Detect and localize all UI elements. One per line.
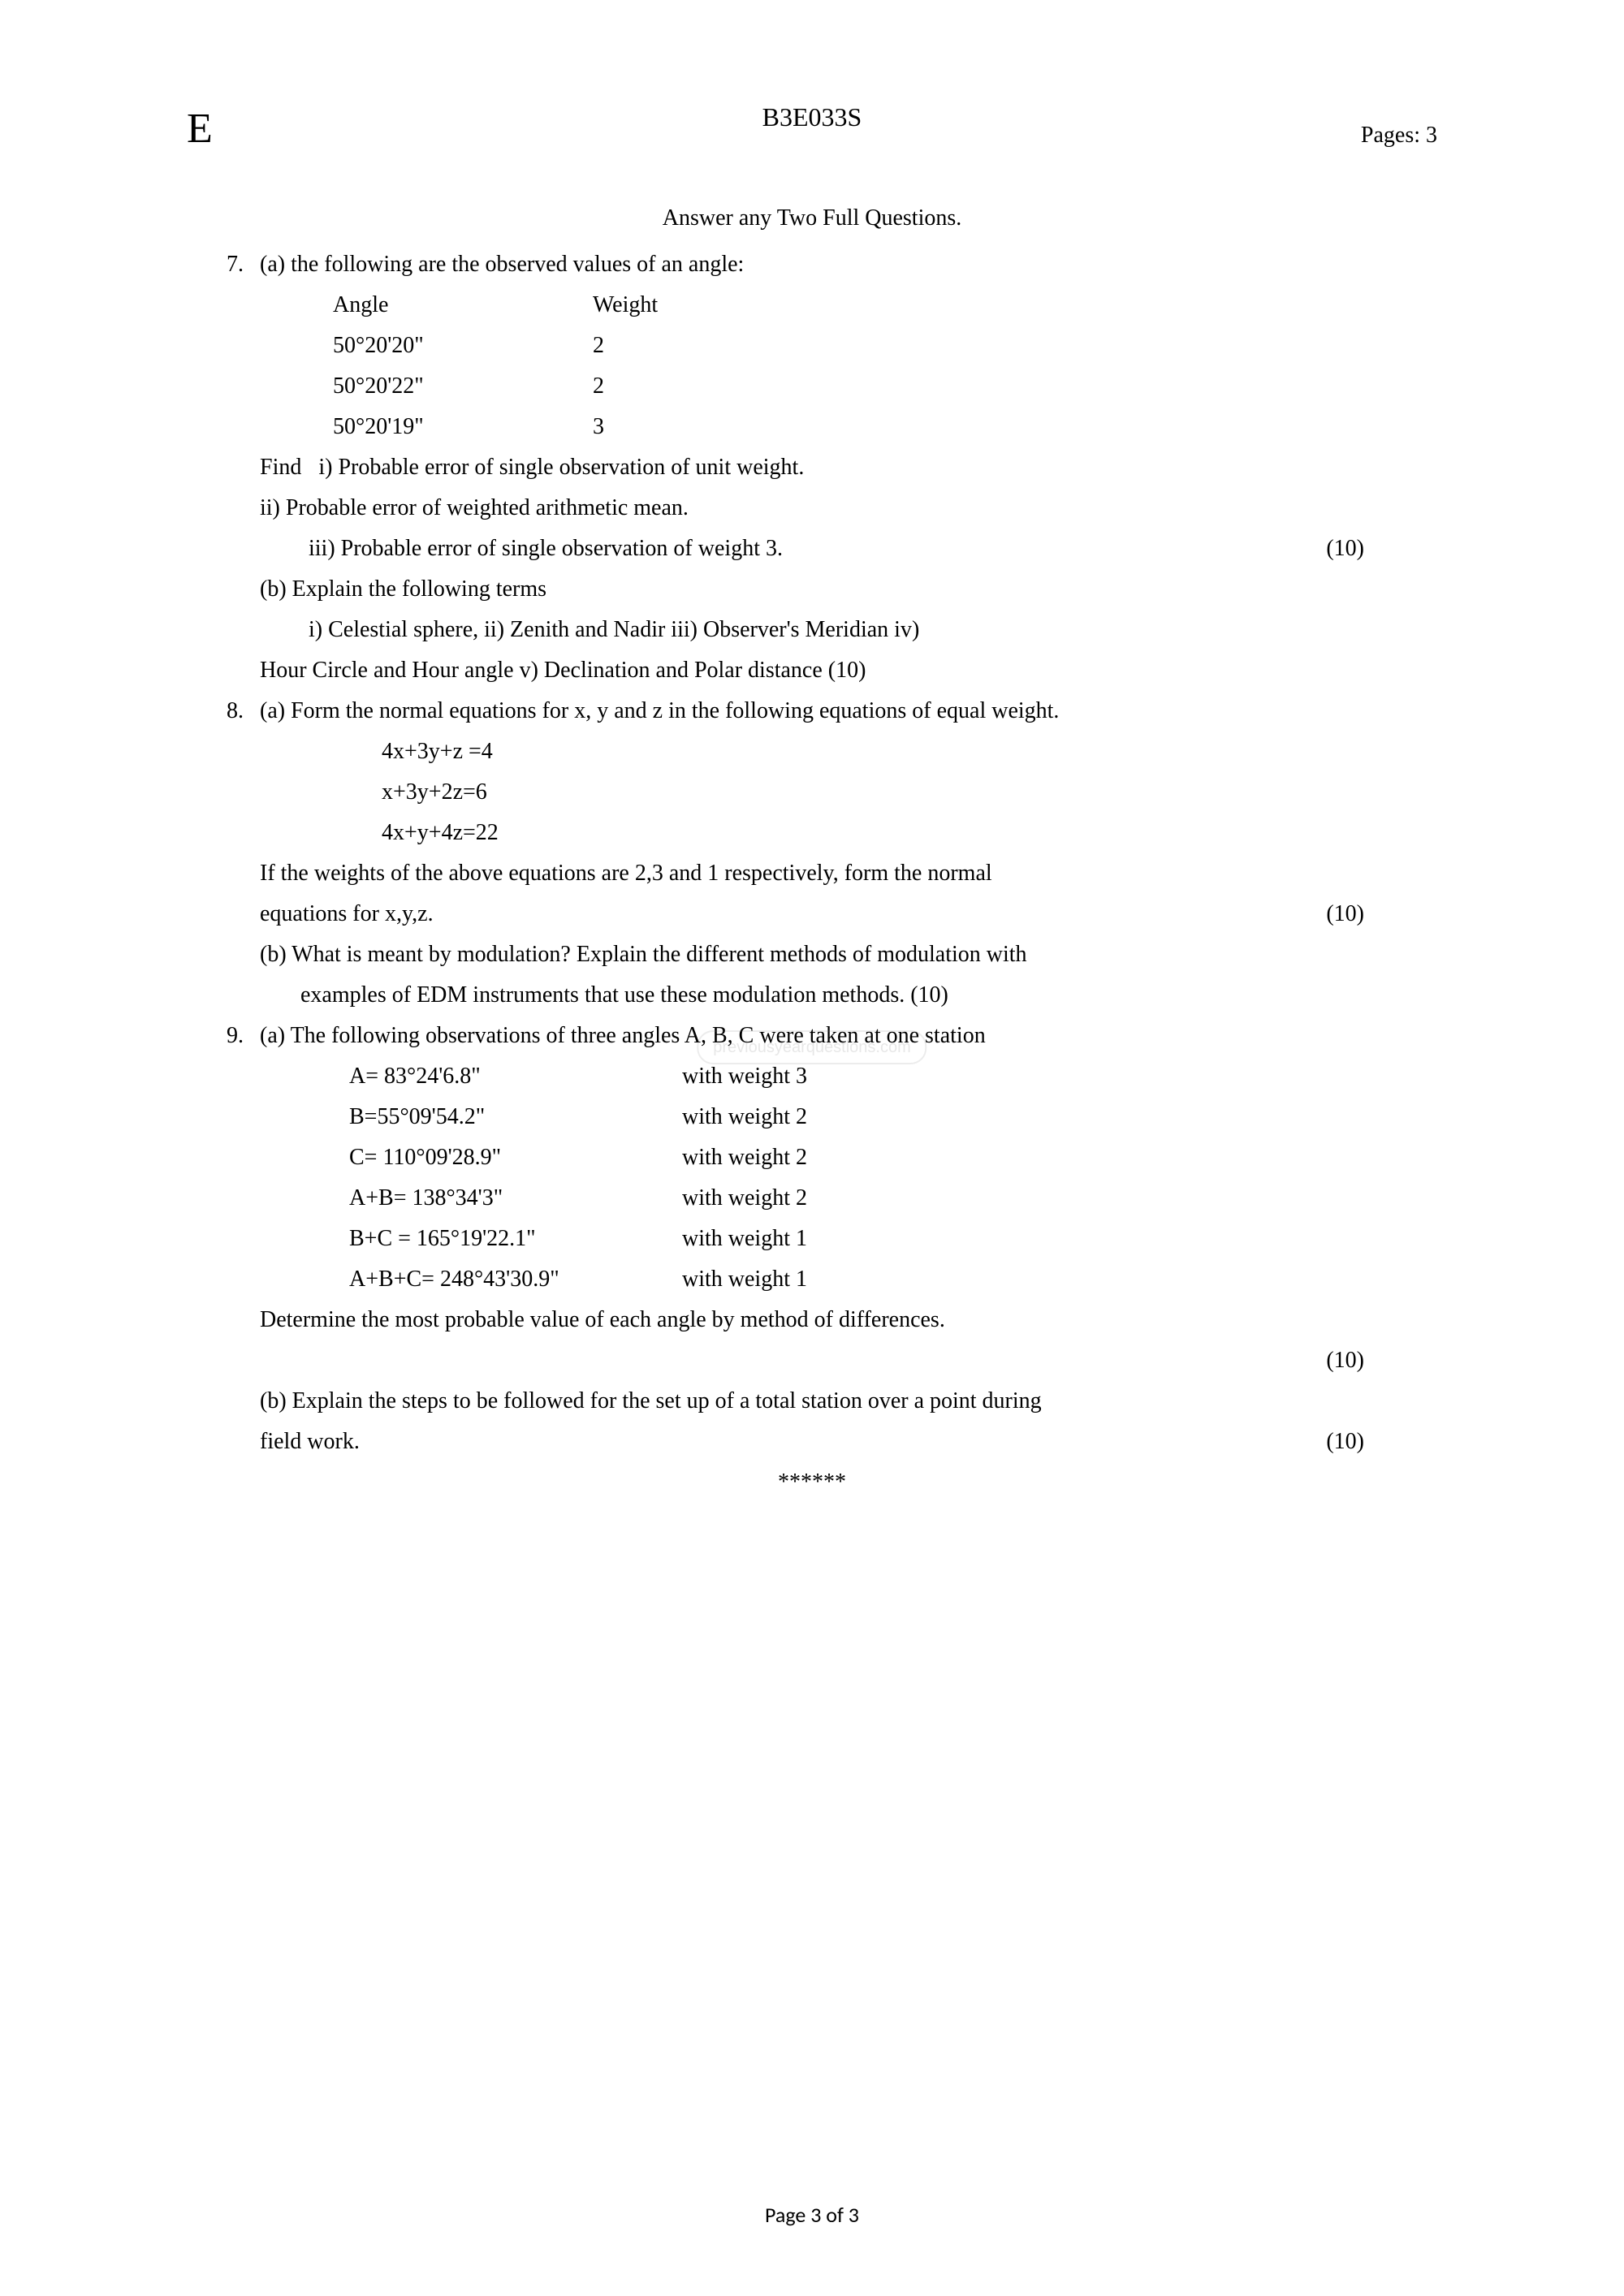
obs-value: A= 83°24'6.8" [349, 1060, 682, 1094]
marks: (10) [1326, 532, 1437, 566]
equation: 4x+y+4z=22 [260, 816, 1437, 850]
part-b-text: (b) What is meant by modulation? Explain… [187, 938, 1437, 972]
page-header: E B3E033S Pages: 3 [187, 97, 1437, 161]
question-number: 8. [187, 694, 260, 728]
equation: x+3y+2z=6 [260, 775, 1437, 809]
question-9: 9. (a) The following observations of thr… [187, 1019, 1437, 1459]
cell-angle: 50°20'20" [333, 329, 593, 363]
table-row: 50°20'22" 2 [260, 369, 1437, 404]
sub-item: Hour Circle and Hour angle v) Declinatio… [187, 654, 1437, 688]
question-number: 9. [187, 1019, 260, 1053]
obs-value: C= 110°09'28.9" [349, 1141, 682, 1175]
cell-weight: 3 [593, 410, 755, 444]
table-head-angle: Angle [333, 288, 593, 322]
observation-row: A= 83°24'6.8" with weight 3 [260, 1060, 1437, 1094]
sub-item: ii) Probable error of weighted arithmeti… [187, 491, 1437, 525]
marks: (10) [1326, 1425, 1437, 1459]
table-row: 50°20'19" 3 [260, 410, 1437, 444]
table-head-weight: Weight [593, 288, 755, 322]
cell-angle: 50°20'22" [333, 369, 593, 404]
cell-weight: 2 [593, 369, 755, 404]
marks: (10) [1326, 897, 1437, 931]
question-number: 7. [187, 248, 260, 282]
sub-item: i) Celestial sphere, ii) Zenith and Nadi… [260, 613, 919, 647]
cell-angle: 50°20'19" [333, 410, 593, 444]
obs-value: B+C = 165°19'22.1" [349, 1222, 682, 1256]
obs-weight: with weight 2 [682, 1141, 1437, 1175]
question-text: (a) the following are the observed value… [260, 248, 1437, 282]
obs-weight: with weight 1 [682, 1262, 1437, 1297]
section-instruction: Answer any Two Full Questions. [187, 201, 1437, 235]
question-7: 7. (a) the following are the observed va… [187, 248, 1437, 688]
question-8: 8. (a) Form the normal equations for x, … [187, 694, 1437, 1012]
header-left-code: E [187, 97, 213, 161]
obs-value: B=55°09'54.2" [349, 1100, 682, 1134]
obs-weight: with weight 2 [682, 1100, 1437, 1134]
observation-row: C= 110°09'28.9" with weight 2 [260, 1141, 1437, 1175]
obs-weight: with weight 2 [682, 1181, 1437, 1215]
part-b-text: (b) Explain the steps to be followed for… [187, 1384, 1437, 1418]
question-text: If the weights of the above equations ar… [187, 857, 1437, 891]
question-text: equations for x,y,z. [260, 897, 434, 931]
question-text: (a) The following observations of three … [260, 1019, 1437, 1053]
header-page-count: Pages: 3 [1361, 119, 1437, 153]
equation: 4x+3y+z =4 [260, 735, 1437, 769]
observation-row: B=55°09'54.2" with weight 2 [260, 1100, 1437, 1134]
obs-weight: with weight 3 [682, 1060, 1437, 1094]
page-footer: Page 3 of 3 [765, 2199, 859, 2231]
table-row: 50°20'20" 2 [260, 329, 1437, 363]
cell-weight: 2 [593, 329, 755, 363]
end-marker: ****** [187, 1465, 1437, 1500]
marks: (10) [187, 1344, 1437, 1378]
table-header: Angle Weight [260, 288, 1437, 322]
part-b-text: field work. [260, 1425, 360, 1459]
question-text: (a) Form the normal equations for x, y a… [260, 694, 1437, 728]
observation-row: A+B= 138°34'3" with weight 2 [260, 1181, 1437, 1215]
find-line: Find i) Probable error of single observa… [187, 451, 1437, 485]
question-text: Determine the most probable value of eac… [187, 1303, 1437, 1337]
obs-value: A+B+C= 248°43'30.9" [349, 1262, 682, 1297]
obs-value: A+B= 138°34'3" [349, 1181, 682, 1215]
part-b-intro: (b) Explain the following terms [187, 572, 1437, 606]
obs-weight: with weight 1 [682, 1222, 1437, 1256]
sub-item: iii) Probable error of single observatio… [260, 532, 783, 566]
observation-row: A+B+C= 248°43'30.9" with weight 1 [260, 1262, 1437, 1297]
observation-row: B+C = 165°19'22.1" with weight 1 [260, 1222, 1437, 1256]
part-b-text: examples of EDM instruments that use the… [187, 978, 1437, 1012]
header-center-code: B3E033S [762, 97, 862, 136]
